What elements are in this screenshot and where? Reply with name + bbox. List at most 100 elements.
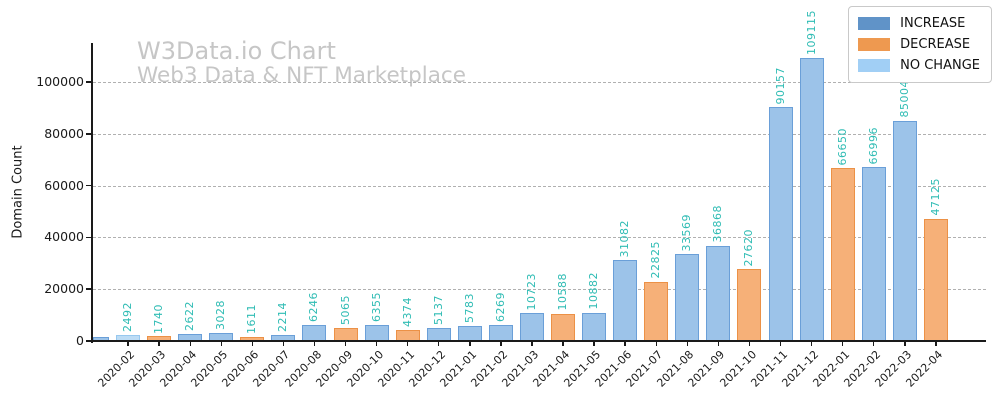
x-tick-mark <box>810 341 813 347</box>
x-tick-mark <box>220 341 222 347</box>
gridline <box>93 289 986 291</box>
x-tick-mark <box>935 341 937 347</box>
bar-value-label: 1740 <box>152 303 166 334</box>
bar-value-label: 5065 <box>338 294 352 325</box>
legend-label-increase: INCREASE <box>900 16 966 31</box>
bar-2021-09 <box>706 245 731 341</box>
x-tick-mark <box>438 341 440 347</box>
legend-label-no-change: NO CHANGE <box>900 58 980 73</box>
bar-value-label: 31082 <box>618 220 632 258</box>
x-tick-mark <box>904 341 906 347</box>
legend: INCREASE DECREASE NO CHANGE <box>848 6 992 83</box>
bar-2020-12 <box>426 327 451 341</box>
bar-value-label: 109115 <box>804 10 818 56</box>
legend-label-decrease: DECREASE <box>900 37 971 52</box>
bar-value-label: 66996 <box>866 126 880 165</box>
bar-value-label: 6246 <box>307 291 321 322</box>
bar-value-label: 4374 <box>400 296 414 327</box>
gridline <box>93 185 986 187</box>
x-tick-mark <box>748 341 751 347</box>
bar-value-label: 36868 <box>711 205 725 243</box>
x-tick-mark <box>375 341 378 347</box>
x-tick-mark <box>717 341 720 347</box>
x-tick-mark <box>158 341 160 347</box>
bar-2021-08 <box>675 254 700 341</box>
y-tick-label: 20000 <box>44 281 84 297</box>
y-tick-label: 60000 <box>44 177 84 193</box>
bar-value-label: 5783 <box>462 293 476 324</box>
bar-value-label: 10723 <box>524 272 538 311</box>
plot-area: 2492 1740 2622 3028 1611 2214 6246 5065 6355 4374… <box>91 10 987 343</box>
y-tick-label: 0 <box>76 333 84 348</box>
bar-2021-11 <box>768 107 793 341</box>
x-tick-mark <box>873 341 875 347</box>
y-tick-mark <box>86 288 92 290</box>
x-tick-mark <box>562 341 564 347</box>
bar-value-label: 47125 <box>928 178 942 216</box>
bar-2022-02 <box>861 167 886 341</box>
bar-2021-10 <box>737 269 762 341</box>
bar-value-label: 66650 <box>835 127 849 166</box>
x-tick-mark <box>655 341 657 347</box>
bar-value-label: 10882 <box>587 272 601 310</box>
y-tick-mark <box>86 81 92 83</box>
x-tick-mark <box>841 341 844 347</box>
legend-swatch-no-change-icon <box>858 59 891 72</box>
bar-value-label: 2214 <box>276 302 290 333</box>
bar-2021-06 <box>613 260 638 341</box>
x-tick-mark <box>531 341 533 347</box>
bar-value-label: 2622 <box>183 301 197 332</box>
gridline <box>93 82 986 83</box>
x-tick-mark <box>500 341 502 347</box>
x-tick-mark <box>624 341 626 347</box>
legend-item-decrease: DECREASE <box>858 34 980 55</box>
x-tick-mark <box>779 341 782 347</box>
y-tick-mark <box>86 184 92 187</box>
legend-swatch-decrease-icon <box>858 38 891 51</box>
x-tick-mark <box>469 341 471 347</box>
x-tick-mark <box>189 341 191 347</box>
y-axis-spine <box>91 43 93 343</box>
legend-item-increase: INCREASE <box>858 13 980 34</box>
legend-swatch-increase-icon <box>858 17 891 30</box>
bar-2022-04 <box>923 218 948 341</box>
y-tick-label: 40000 <box>44 229 84 245</box>
x-tick-mark <box>344 341 347 347</box>
legend-item-no-change: NO CHANGE <box>858 55 980 76</box>
y-tick-mark <box>86 340 92 342</box>
y-tick-label: 80000 <box>44 125 84 141</box>
bar-2020-08 <box>302 324 327 341</box>
bar-2021-12 <box>799 58 824 341</box>
bar-2022-03 <box>892 120 917 341</box>
y-tick-mark <box>86 236 92 239</box>
bar-2021-07 <box>644 281 669 341</box>
x-tick-mark <box>593 341 595 347</box>
x-tick-mark <box>282 341 285 347</box>
bar-value-label: 90157 <box>773 67 787 105</box>
bar-2021-04 <box>551 313 576 341</box>
y-tick-label: 100000 <box>36 74 84 89</box>
bar-value-label: 3028 <box>214 300 228 331</box>
bar-value-label: 22825 <box>649 241 663 279</box>
x-tick-mark <box>251 341 254 347</box>
bar-2021-03 <box>519 313 544 341</box>
bar-2021-02 <box>488 324 513 341</box>
bar-2021-01 <box>457 326 482 341</box>
x-tick-mark <box>407 341 409 347</box>
bar-2021-05 <box>582 312 607 341</box>
bar-value-label: 85004 <box>897 80 911 118</box>
x-axis-spine <box>91 340 987 342</box>
bar-2022-01 <box>830 168 855 341</box>
bar-value-label: 2492 <box>121 301 135 332</box>
x-tick-mark <box>127 341 129 347</box>
bar-value-label: 27620 <box>742 228 756 267</box>
bar-2020-10 <box>364 324 389 341</box>
y-tick-mark <box>86 133 92 135</box>
bar-value-label: 6355 <box>369 291 383 322</box>
bar-value-label: 10588 <box>556 273 570 311</box>
bar-value-label: 1611 <box>245 303 259 334</box>
gridline <box>93 133 986 135</box>
gridline <box>93 237 986 239</box>
bar-value-label: 5137 <box>431 294 445 325</box>
